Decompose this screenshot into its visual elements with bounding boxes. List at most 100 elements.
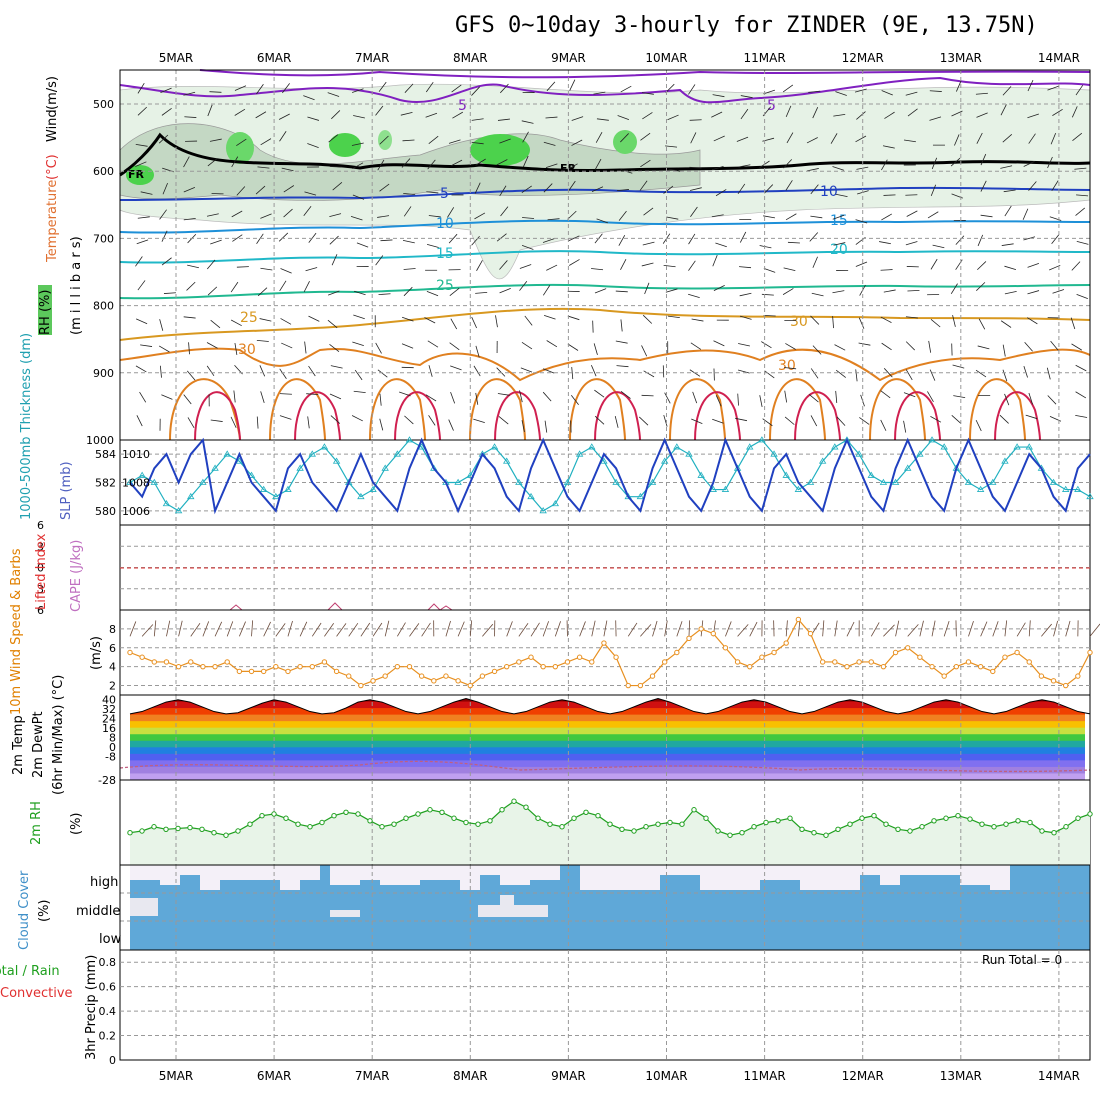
wind-barb (883, 289, 896, 293)
thickness-marker (575, 450, 584, 457)
rh2m-marker (835, 826, 841, 832)
wind10m-marker (516, 659, 522, 665)
wind10m-marker (965, 659, 972, 665)
wind-barb (806, 168, 819, 172)
rh2m-marker (1087, 811, 1093, 817)
rh2m-marker (223, 832, 229, 838)
wind-barb (499, 288, 511, 294)
wind-barb (427, 159, 436, 170)
thickness-marker (430, 464, 438, 471)
wind10m-barb (797, 620, 801, 637)
thickness-marker (199, 478, 207, 485)
cloud-panel: high middle low Cloud Cover (%) (17, 864, 1091, 951)
wind-barb (236, 138, 247, 147)
rh2m-marker (331, 813, 337, 819)
rh2m-marker (1015, 818, 1021, 824)
rh2m-marker (211, 830, 217, 836)
wind-barb (542, 391, 552, 402)
rh2m-marker (583, 809, 589, 815)
thickness-marker (138, 471, 146, 478)
wind-barb (377, 159, 385, 171)
wind-barb (137, 106, 147, 116)
wind-barb (1023, 365, 1028, 378)
wind-barb (930, 416, 942, 423)
wind10m-barb (299, 621, 308, 637)
wind-barb (279, 415, 292, 420)
wind-barb (1075, 391, 1087, 399)
cloud-high-gap-2 (330, 865, 560, 890)
wind-barb (740, 95, 753, 99)
precip-tick-0.2: 0.2 (99, 1030, 117, 1043)
wind10m-marker (200, 663, 206, 670)
thickness-marker (296, 464, 304, 471)
wind-barb (980, 180, 987, 192)
wind-barb (715, 395, 722, 407)
thickness-marker (563, 478, 572, 485)
temp-contour-minus5b (199, 69, 1091, 79)
rh2m-marker (235, 828, 241, 834)
wind10m-marker (212, 663, 218, 670)
chart-title: GFS 0~10day 3-hourly for ZINDER (9E, 13.… (455, 13, 1038, 38)
wind10m-marker (455, 678, 461, 684)
date-label-top-11mar: 11MAR (744, 51, 786, 65)
wind-barb (545, 163, 558, 169)
wind-barb (207, 158, 218, 167)
wind-barb (880, 390, 891, 399)
wind-barb (980, 153, 987, 166)
wind-barb (377, 215, 390, 218)
wind-barb (1004, 265, 1017, 271)
wind-barb (283, 208, 293, 218)
date-label-bottom-12mar: 12MAR (842, 1069, 884, 1083)
wind10m-marker (880, 663, 887, 670)
wind-barb (1070, 317, 1076, 330)
thickness-marker (503, 457, 511, 464)
wind10m-barb (166, 620, 171, 637)
wind-barb (210, 319, 221, 329)
wind-barb (353, 314, 365, 320)
rh2m-marker (955, 813, 961, 819)
wind-barb (785, 343, 796, 350)
wind10m-barb (251, 620, 254, 637)
wind-barb (187, 264, 199, 269)
wind-barb (905, 369, 913, 381)
wind-barb (542, 368, 555, 374)
wind10m-barb (384, 620, 390, 637)
wind10m-marker (771, 649, 777, 656)
wind-barb (881, 342, 892, 351)
wind10m-barb (919, 620, 924, 637)
wind-barb (424, 317, 436, 324)
wind10m-tick-4: 4 (109, 661, 116, 674)
wind-barb (1004, 393, 1010, 406)
wind-barb (352, 88, 364, 93)
wind-barb (712, 94, 725, 98)
wind-barb (953, 395, 966, 399)
wind10m-marker (175, 663, 182, 670)
thickness-marker (381, 464, 389, 471)
temp-contour-35-loops (194, 391, 1041, 441)
wind10m-markers (127, 616, 1093, 689)
temp-label-minus5a: 5 (458, 98, 467, 114)
thickness-marker (187, 492, 195, 500)
wind-barb (231, 156, 239, 168)
wind10m-barb (542, 621, 549, 637)
date-label-top-7mar: 7MAR (355, 51, 390, 65)
wind10m-barb (190, 623, 201, 637)
thickness-marker (697, 471, 705, 478)
thickness-marker (660, 457, 669, 464)
wind-barb (784, 416, 795, 425)
rh2m-marker (847, 821, 853, 827)
rh2m-marker (319, 819, 325, 826)
wind10m-marker (892, 649, 899, 656)
wind-barb (1027, 113, 1039, 119)
wind-barb (521, 120, 534, 124)
wind-barb (640, 159, 651, 168)
wind10m-barb (688, 620, 691, 637)
wind-barb (332, 182, 343, 191)
wind-barb (330, 365, 343, 369)
wind-barb (136, 415, 143, 427)
rh2m-marker (1051, 830, 1057, 836)
wind-barb (884, 111, 895, 119)
stability-tick-0: 6 (37, 519, 44, 532)
thickness-marker (417, 443, 426, 450)
wind10m-marker (418, 673, 425, 679)
